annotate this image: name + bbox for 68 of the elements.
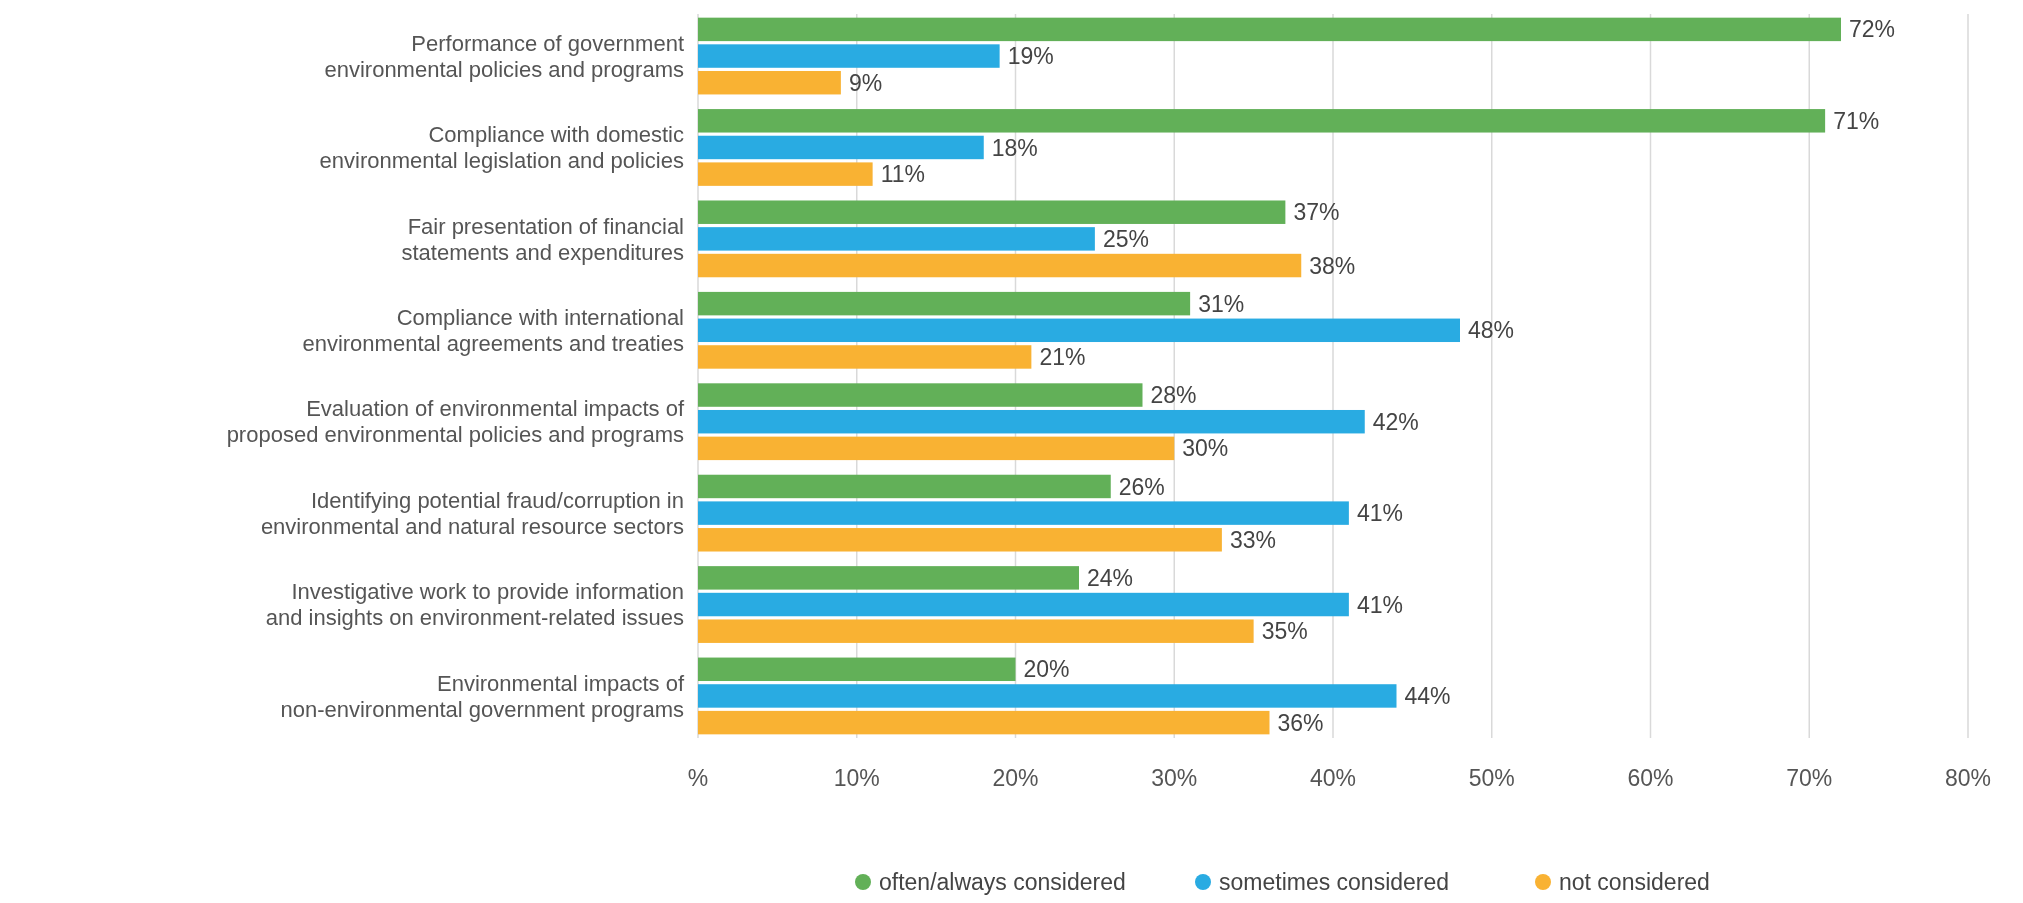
data-label: 19% <box>1007 43 1054 70</box>
y-tick-label: Performance of government environmental policies and programs <box>324 30 684 82</box>
data-label: 41% <box>1356 591 1403 618</box>
bar <box>698 619 1254 643</box>
data-label: 18% <box>991 134 1038 161</box>
x-tick-label: 20% <box>992 765 1039 791</box>
legend-label: not considered <box>1559 869 1710 896</box>
bar <box>698 253 1302 278</box>
x-tick-label: 40% <box>1309 765 1357 791</box>
data-label: 41% <box>1356 500 1403 527</box>
data-label: 24% <box>1087 564 1134 591</box>
data-label: 28% <box>1150 382 1197 409</box>
data-label: 33% <box>1229 526 1276 553</box>
x-tick-label: 60% <box>1627 765 1674 791</box>
bar <box>698 592 1349 617</box>
bar <box>698 474 1111 499</box>
data-label: 31% <box>1198 290 1245 317</box>
bar <box>698 436 1175 461</box>
bar <box>698 345 1032 369</box>
data-label: 35% <box>1261 618 1308 645</box>
bar <box>698 162 873 186</box>
x-tick-label: 50% <box>1468 765 1515 791</box>
bar <box>698 318 1460 343</box>
data-label: 42% <box>1372 408 1419 435</box>
bar <box>698 227 1095 251</box>
x-tick-label: 10% <box>833 765 880 791</box>
bar <box>698 383 1143 407</box>
bar <box>698 70 841 95</box>
bar <box>698 566 1079 590</box>
data-label: 36% <box>1277 709 1324 736</box>
data-label: 44% <box>1404 683 1451 709</box>
y-tick-label: Identifying potential fraud/corruption in environmental and natural resource sectors <box>260 487 684 539</box>
bar <box>698 710 1270 735</box>
x-tick-label: 70% <box>1786 765 1833 791</box>
bar <box>698 291 1191 316</box>
bar <box>698 17 1841 42</box>
bar <box>698 528 1222 552</box>
data-label: 38% <box>1309 252 1356 279</box>
data-label: 21% <box>1039 344 1086 371</box>
x-tick-label: 30% <box>1151 765 1198 791</box>
bar <box>698 657 1016 682</box>
data-label: 26% <box>1118 473 1165 500</box>
bar <box>698 135 984 160</box>
x-tick-label: % <box>687 765 709 791</box>
data-label: 72% <box>1849 16 1896 43</box>
data-label: 25% <box>1102 225 1149 252</box>
legend-label: often/always considered <box>879 869 1126 896</box>
y-tick-label: Environmental impacts of non-environmental government programs <box>280 670 685 722</box>
legend-label: sometimes considered <box>1219 869 1450 896</box>
y-tick-label: Investigative work to provide information and insights on environment-related issues <box>265 579 684 631</box>
data-label: 11% <box>880 161 925 188</box>
data-label: 30% <box>1182 435 1229 462</box>
bar <box>698 200 1286 224</box>
bar <box>698 109 1826 133</box>
data-label: 71% <box>1833 107 1880 134</box>
y-tick-label: Evaluation of environmental impacts of proposed environmental policies and programs <box>226 396 685 448</box>
x-tick-label: 80% <box>1944 765 1992 791</box>
data-label: 20% <box>1023 656 1070 683</box>
data-label: 37% <box>1293 199 1340 226</box>
bar <box>698 501 1349 525</box>
bar <box>698 409 1365 434</box>
bar <box>698 684 1397 708</box>
y-tick-label: Fair presentation of financial statements and expenditures <box>401 213 684 265</box>
data-label: 9% <box>848 69 883 96</box>
y-tick-label: Compliance with international environmental agreements and treaties <box>302 304 684 356</box>
data-label: 48% <box>1468 317 1515 344</box>
y-tick-label: Compliance with domestic environmental legislation and policies <box>319 122 684 174</box>
bar <box>698 44 1000 68</box>
